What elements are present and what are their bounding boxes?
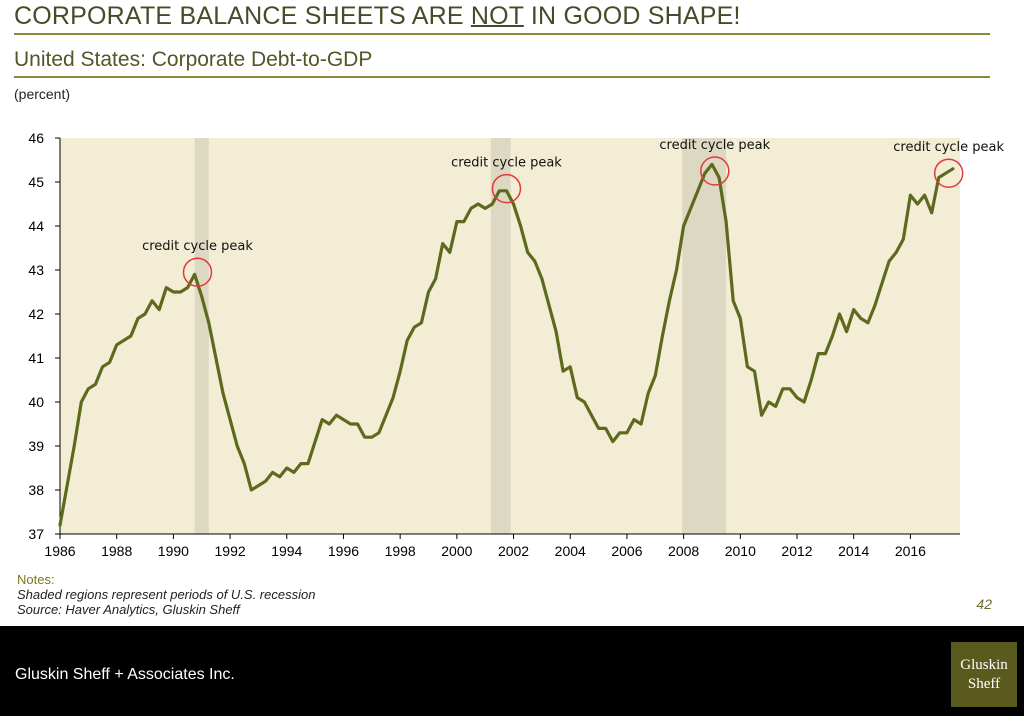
x-tick-label: 2016 bbox=[895, 543, 926, 559]
peak-circle-3 bbox=[700, 156, 730, 186]
page-number: 42 bbox=[976, 596, 992, 612]
x-tick-label: 2002 bbox=[498, 543, 529, 559]
y-tick-label: 39 bbox=[28, 438, 44, 454]
y-tick-label: 38 bbox=[28, 482, 44, 498]
x-tick-label: 2014 bbox=[838, 543, 869, 559]
x-tick-label: 2004 bbox=[555, 543, 586, 559]
line-chart: 37 38 39 40 41 42 43 44 45 46 1986 1988 1990 1992 1994… bbox=[28, 130, 1004, 559]
chart-subtitle: United States: Corporate Debt-to-GDP bbox=[14, 48, 373, 71]
x-tick-label: 2000 bbox=[441, 543, 472, 559]
x-tick-label: 1996 bbox=[328, 543, 359, 559]
recession-band-2 bbox=[490, 138, 511, 534]
y-tick-label: 37 bbox=[28, 526, 44, 542]
peak-circle-1 bbox=[182, 257, 213, 287]
x-tick-label: 1994 bbox=[271, 543, 302, 559]
y-tick-label: 42 bbox=[28, 306, 44, 322]
y-tick-label: 41 bbox=[28, 350, 44, 366]
y-tick-label: 43 bbox=[28, 262, 44, 278]
footer-bar: Gluskin Sheff + Associates Inc. Gluskin … bbox=[0, 626, 1024, 716]
peak-annotation-1: credit cycle peak bbox=[142, 239, 253, 254]
title-rule bbox=[14, 33, 990, 35]
peak-circle-4 bbox=[933, 158, 964, 188]
unit-label: (percent) bbox=[14, 86, 71, 102]
title-part-1: CORPORATE BALANCE SHEETS ARE bbox=[14, 2, 471, 30]
peak-annotation-4: credit cycle peak bbox=[893, 140, 1004, 155]
y-tick-label: 44 bbox=[28, 218, 44, 234]
title-part-2: IN GOOD SHAPE! bbox=[523, 2, 741, 30]
recession-band-3 bbox=[682, 138, 727, 534]
x-tick-label: 1990 bbox=[158, 543, 189, 559]
x-tick-label: 1998 bbox=[385, 543, 416, 559]
y-tick-label: 46 bbox=[28, 130, 44, 146]
y-tick-label: 45 bbox=[28, 174, 44, 190]
x-tick-label: 2010 bbox=[725, 543, 756, 559]
x-tick-label: 1988 bbox=[101, 543, 132, 559]
x-tick-label: 2006 bbox=[611, 543, 642, 559]
x-tick-label: 2012 bbox=[781, 543, 812, 559]
x-tick-label: 1992 bbox=[215, 543, 246, 559]
subtitle-rule bbox=[14, 76, 990, 78]
recession-band-1 bbox=[194, 138, 209, 534]
peak-annotation-3: credit cycle peak bbox=[659, 138, 770, 153]
notes-block: Notes: Shaded regions represent periods … bbox=[17, 572, 315, 617]
series-line-1 bbox=[58, 162, 955, 527]
gluskin-sheff-logo: Gluskin Sheff bbox=[951, 642, 1017, 707]
notes-line-1: Shaded regions represent periods of U.S.… bbox=[17, 587, 316, 602]
notes-line-2: Source: Haver Analytics, Gluskin Sheff bbox=[17, 602, 240, 617]
logo-line-1: Gluskin bbox=[960, 656, 1008, 673]
peak-circle-2 bbox=[491, 173, 522, 204]
peak-annotation-2: credit cycle peak bbox=[451, 156, 562, 171]
y-tick-label: 40 bbox=[28, 394, 44, 410]
notes-heading: Notes: bbox=[17, 572, 55, 587]
slide-title: CORPORATE BALANCE SHEETS ARE NOT IN GOOD… bbox=[14, 2, 741, 31]
company-name: Gluskin Sheff + Associates Inc. bbox=[15, 666, 235, 683]
x-tick-label: 2008 bbox=[668, 543, 699, 559]
logo-line-2: Sheff bbox=[967, 675, 1001, 692]
title-emphasis: NOT bbox=[470, 2, 524, 30]
x-tick-label: 1986 bbox=[44, 543, 75, 559]
